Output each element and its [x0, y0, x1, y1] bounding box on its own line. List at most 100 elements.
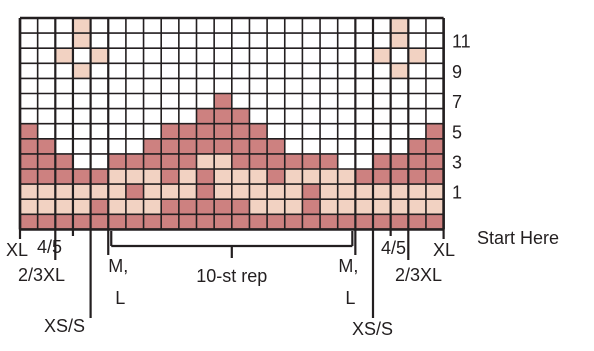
chart-cell: [231, 214, 250, 230]
chart-cell: [125, 169, 144, 185]
chart-cell: [302, 169, 321, 185]
chart-cell: [55, 48, 73, 64]
chart-cell: [231, 199, 250, 215]
chart-cell: [90, 169, 109, 185]
chart-cell: [425, 169, 444, 185]
chart-cell: [108, 199, 126, 215]
chart-cell: [196, 214, 215, 230]
chart-cell: [373, 199, 391, 215]
size-label-left: XL: [6, 240, 28, 260]
chart-cell: [284, 153, 303, 169]
chart-cell: [90, 199, 109, 215]
chart-cell: [161, 214, 179, 230]
chart-cell: [320, 184, 338, 200]
chart-cell: [302, 153, 321, 169]
chart-cell: [390, 199, 409, 215]
chart-cell: [214, 199, 232, 215]
chart-cell: [390, 63, 409, 79]
chart-cell: [37, 199, 56, 215]
chart-cell: [249, 214, 268, 230]
chart-cell: [125, 214, 144, 230]
chart-cell: [196, 138, 215, 154]
size-label-medium-large: M,: [338, 256, 358, 276]
chart-cell: [55, 184, 73, 200]
chart-cell: [108, 214, 126, 230]
chart-cell: [20, 199, 38, 215]
chart-cell: [178, 184, 197, 200]
chart-cell: [355, 214, 373, 230]
chart-cell: [249, 199, 268, 215]
chart-cell: [214, 123, 232, 139]
size-guide-lines: [18, 18, 445, 318]
chart-cell: [108, 184, 126, 200]
chart-cell: [72, 18, 91, 34]
chart-cell: [37, 153, 56, 169]
chart-cell: [373, 214, 391, 230]
chart-cell: [143, 169, 162, 185]
chart-cell: [408, 199, 426, 215]
row-number-label: 11: [452, 32, 471, 52]
chart-cell: [355, 184, 373, 200]
chart-cell: [284, 214, 303, 230]
chart-cell: [37, 138, 56, 154]
chart-cell: [178, 138, 197, 154]
chart-cell: [390, 153, 409, 169]
chart-cell: [20, 138, 38, 154]
chart-cell: [231, 184, 250, 200]
chart-cell: [20, 184, 38, 200]
chart-cell: [284, 184, 303, 200]
chart-cell: [373, 169, 391, 185]
chart-cell: [284, 169, 303, 185]
chart-cell: [425, 123, 444, 139]
chart-cell: [249, 184, 268, 200]
chart-cell: [55, 214, 73, 230]
chart-cell: [425, 199, 444, 215]
chart-cell: [161, 138, 179, 154]
chart-cell: [214, 138, 232, 154]
chart-cell: [20, 214, 38, 230]
chart-cell: [390, 33, 409, 49]
chart-cell: [425, 138, 444, 154]
chart-cell: [231, 153, 250, 169]
chart-cell: [320, 214, 338, 230]
chart-cell: [20, 123, 38, 139]
chart-cell: [90, 214, 109, 230]
chart-cell: [302, 214, 321, 230]
chart-cell: [55, 199, 73, 215]
chart-cell: [37, 214, 56, 230]
size-label-left: XS/S: [44, 316, 85, 336]
chart-cell: [267, 169, 285, 185]
chart-cell: [143, 184, 162, 200]
row-number-label: 7: [452, 92, 462, 112]
chart-cell: [161, 153, 179, 169]
chart-cell: [337, 214, 356, 230]
chart-cell: [161, 123, 179, 139]
chart-cell: [337, 199, 356, 215]
size-label-right: XS/S: [352, 319, 393, 339]
chart-cell: [267, 153, 285, 169]
row-number-label: 3: [452, 152, 462, 172]
size-label-right: XL: [433, 240, 455, 260]
chart-cell: [108, 169, 126, 185]
chart-labels: 11 9 7 5 3 1 Start Here 10-st rep XL 2/3XL 4/5 XS/S…: [6, 32, 559, 339]
chart-cell: [143, 153, 162, 169]
chart-cell: [90, 48, 109, 64]
chart-cell: [178, 153, 197, 169]
chart-cell: [196, 184, 215, 200]
chart-cell: [90, 184, 109, 200]
start-here-label: Start Here: [477, 228, 559, 248]
chart-cell: [408, 138, 426, 154]
chart-cell: [214, 153, 232, 169]
chart-cell: [249, 123, 268, 139]
chart-cell: [337, 184, 356, 200]
chart-cell: [20, 153, 38, 169]
chart-cell: [143, 199, 162, 215]
row-number-label: 5: [452, 122, 462, 142]
chart-cell: [196, 108, 215, 124]
chart-cell: [267, 214, 285, 230]
size-label-right: 2/3XL: [395, 265, 442, 285]
chart-cell: [355, 169, 373, 185]
chart-cell: [390, 184, 409, 200]
chart-cell: [37, 184, 56, 200]
